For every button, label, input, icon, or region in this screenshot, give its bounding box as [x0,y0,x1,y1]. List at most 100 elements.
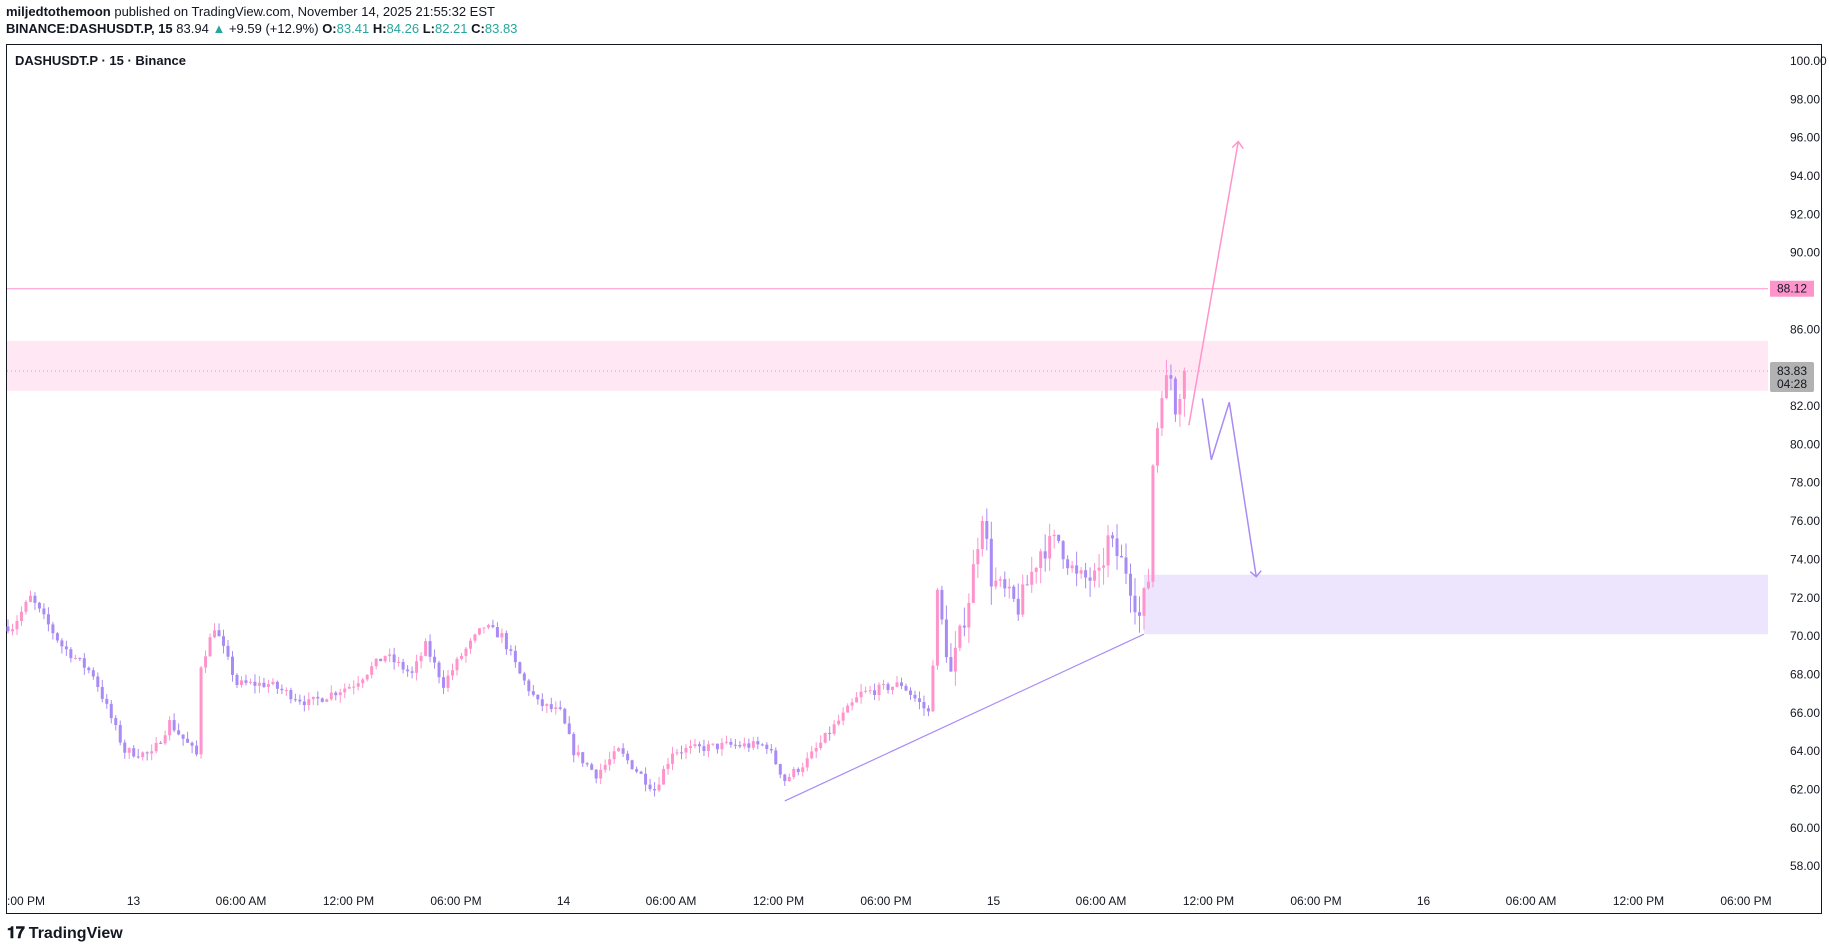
candle-up [855,697,859,703]
candle-up [343,688,347,693]
price-tick: 68.00 [1790,667,1820,681]
candle-up [688,746,692,748]
candle-up [459,655,463,659]
candle-down [190,742,194,746]
candle-down [522,673,526,681]
candle-down [1169,375,1173,379]
time-tick: 16 [1417,894,1431,908]
candle-down [437,662,441,678]
candle-down [828,732,832,734]
time-tick: 12:00 PM [753,894,804,908]
candle-up [1146,581,1150,589]
candle-down [91,670,95,677]
candle-up [374,658,378,667]
candle-down [1088,577,1092,581]
publish-info: miljedtothemoon published on TradingView… [6,4,495,19]
candle-up [662,768,666,785]
candle-up [482,627,486,629]
candle-up [477,628,481,635]
candle-up [28,595,32,602]
candle-down [1111,535,1115,539]
candle-up [1151,465,1155,582]
candle-up [599,769,603,779]
candle-up [1155,428,1159,466]
candle-down [302,701,306,706]
candle-up [271,681,275,685]
candle-up [823,732,827,743]
candle-up [1070,565,1074,569]
time-tick: 14 [557,894,571,908]
candle-up [832,724,836,734]
candle-down [6,626,10,632]
candle-down [491,625,495,628]
candle-down [69,649,73,659]
candle-down [635,769,639,772]
candle-down [540,699,544,707]
candle-down [769,749,773,751]
candle-up [1048,536,1052,559]
candle-down [289,690,293,700]
candle-down [715,743,719,750]
candle-up [576,752,580,756]
candle-up [464,648,468,656]
candle-down [639,771,643,774]
time-tick: 06:00 PM [860,894,911,908]
candle-up [24,601,28,612]
change: +9.59 (+12.9%) [228,21,319,36]
price-tick: 74.00 [1790,552,1820,566]
tradingview-logo[interactable]: 𝟏𝟕 TradingView [7,925,123,943]
candle-down [87,667,91,671]
candle-down [558,707,562,709]
candle-up [500,633,504,638]
candle-up [361,679,365,684]
candle-down [549,704,553,709]
author[interactable]: miljedtothemoon [6,4,111,19]
up-triangle-icon: ▲ [212,21,226,36]
candle-down [590,764,594,770]
candle-up [163,735,167,744]
candle-down [320,698,324,702]
candle-down [913,694,917,699]
candle-down [1012,586,1016,599]
candle-down [298,699,302,702]
candle-up [994,580,998,587]
candle-down [226,645,230,657]
candle-down [738,745,742,747]
candle-up [976,549,980,565]
candle-down [78,657,82,659]
candle-down [100,686,104,699]
candle-down [186,738,190,743]
candle-down [1003,579,1007,589]
price-tick: 90.00 [1790,246,1820,260]
chart-frame[interactable] [6,44,1822,914]
trendline [784,633,1145,802]
candle-up [338,692,342,696]
candle-down [572,734,576,756]
candle-up [1007,586,1011,589]
candle-up [1164,375,1168,399]
candle-up [1039,551,1043,568]
candle-down [985,520,989,539]
bullish-arrow [1188,141,1239,426]
candle-down [644,773,648,785]
candle-down [177,730,181,735]
candle-up [168,720,172,736]
candle-down [962,625,966,628]
candle-up [486,625,490,628]
publish-text: published on TradingView.com, November 1… [114,4,495,19]
candle-down [51,624,55,634]
candle-up [787,776,791,782]
candle-down [513,650,517,663]
candle-down [944,619,948,658]
o-label: O: [322,21,337,36]
candle-down [783,774,787,782]
candle-up [257,682,261,686]
price-tick: 58.00 [1790,859,1820,873]
candle-down [1057,534,1061,542]
candle-up [998,579,1002,581]
demand-zone [1143,574,1768,635]
candle-up [1160,398,1164,429]
time-tick: 06:00 AM [216,894,267,908]
candle-up [329,692,333,700]
